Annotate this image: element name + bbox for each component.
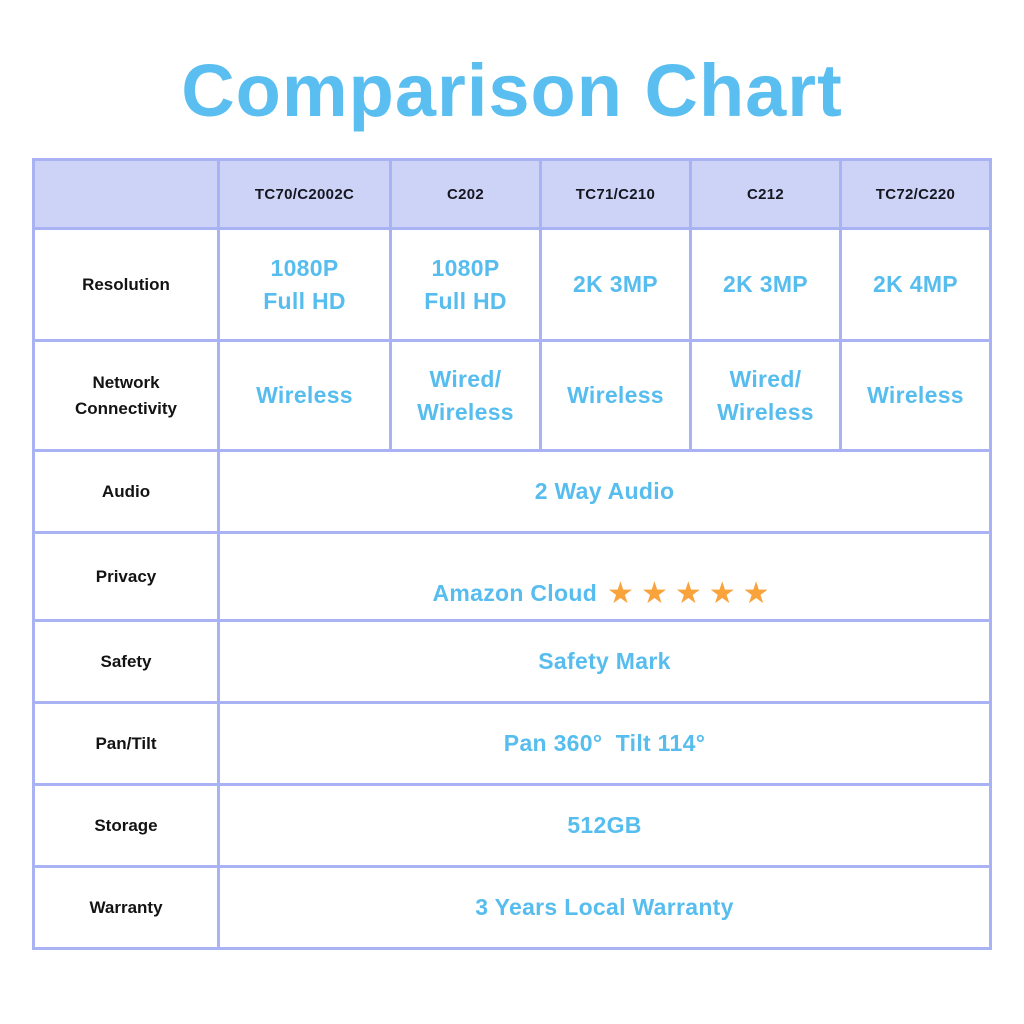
- star-rating-icons: ★★★★★: [607, 576, 777, 610]
- cell-resolution-c212: 2K 3MP: [689, 227, 842, 343]
- row-label-network-connectivity: Network Connectivity: [32, 339, 220, 453]
- row-pan-tilt: Pan/Tilt Pan 360° Tilt 114°: [32, 701, 992, 787]
- row-label-resolution: Resolution: [32, 227, 220, 343]
- row-label-pan-tilt: Pan/Tilt: [32, 701, 220, 787]
- row-safety: Safety Safety Mark: [32, 619, 992, 705]
- column-header-tc72-c220: TC72/C220: [839, 158, 992, 231]
- amazon-cloud-text: Amazon Cloud: [432, 579, 598, 606]
- comparison-table: TC70/C2002C C202 TC71/C210 C212 TC72/C22…: [32, 158, 992, 951]
- cell-network-tc72: Wireless: [839, 339, 992, 453]
- cell-resolution-tc72: 2K 4MP: [839, 227, 992, 343]
- cell-storage-merged: 512GB: [217, 783, 992, 869]
- cell-resolution-tc70: 1080P Full HD: [217, 227, 392, 343]
- row-warranty: Warranty 3 Years Local Warranty: [32, 865, 992, 951]
- cell-privacy-merged: Amazon Cloud ★★★★★: [217, 531, 992, 623]
- row-label-audio: Audio: [32, 449, 220, 535]
- cell-audio-merged: 2 Way Audio: [217, 449, 992, 535]
- row-label-warranty: Warranty: [32, 865, 220, 951]
- row-network-connectivity: Network Connectivity Wireless Wired/ Wir…: [32, 339, 992, 453]
- row-privacy: Privacy Amazon Cloud ★★★★★: [32, 531, 992, 623]
- row-label-privacy: Privacy: [32, 531, 220, 623]
- row-audio: Audio 2 Way Audio: [32, 449, 992, 535]
- column-header-c202: C202: [389, 158, 542, 231]
- cell-warranty-merged: 3 Years Local Warranty: [217, 865, 992, 951]
- header-row: TC70/C2002C C202 TC71/C210 C212 TC72/C22…: [32, 158, 992, 231]
- cell-network-c212: Wired/ Wireless: [689, 339, 842, 453]
- cell-network-c202: Wired/ Wireless: [389, 339, 542, 453]
- column-header-blank: [32, 158, 220, 231]
- page-title: Comparison Chart: [181, 49, 843, 132]
- column-header-tc71-c210: TC71/C210: [539, 158, 692, 231]
- row-label-storage: Storage: [32, 783, 220, 869]
- row-label-safety: Safety: [32, 619, 220, 705]
- cell-resolution-c202: 1080P Full HD: [389, 227, 542, 343]
- column-header-c212: C212: [689, 158, 842, 231]
- cell-pan-tilt-merged: Pan 360° Tilt 114°: [217, 701, 992, 787]
- row-storage: Storage 512GB: [32, 783, 992, 869]
- cell-resolution-tc71: 2K 3MP: [539, 227, 692, 343]
- cell-network-tc70: Wireless: [217, 339, 392, 453]
- cell-safety-merged: Safety Mark: [217, 619, 992, 705]
- cell-network-tc71: Wireless: [539, 339, 692, 453]
- column-header-tc70-c2002c: TC70/C2002C: [217, 158, 392, 231]
- row-resolution: Resolution 1080P Full HD 1080P Full HD 2…: [32, 227, 992, 343]
